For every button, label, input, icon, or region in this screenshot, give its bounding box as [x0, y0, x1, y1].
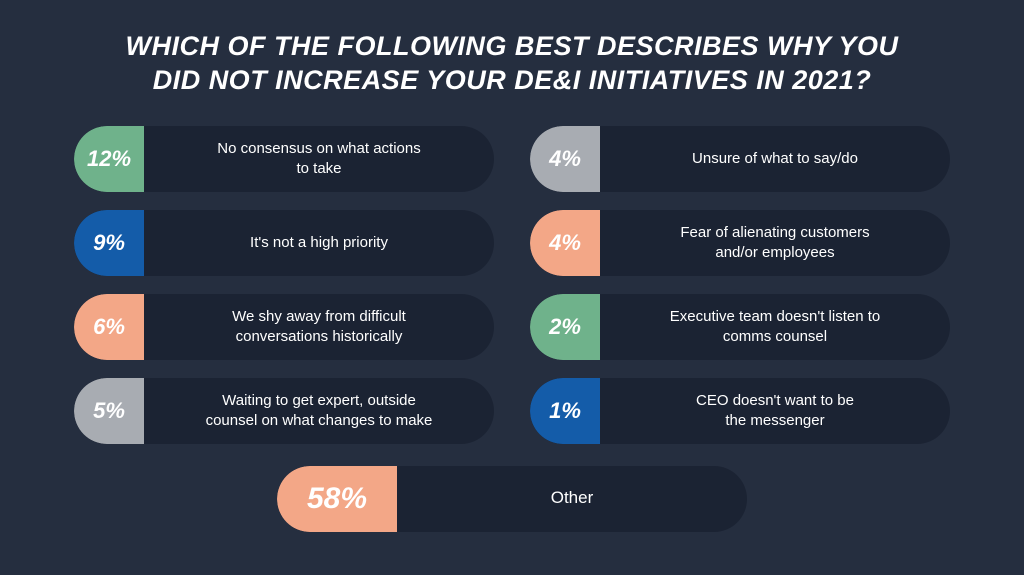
percent-badge: 6% [74, 294, 144, 360]
response-label: Unsure of what to say/do [600, 126, 950, 192]
pill-grid: 12% No consensus on what actionsto take … [60, 126, 964, 444]
response-bar: 6% We shy away from difficultconversatio… [74, 294, 494, 360]
percent-badge: 9% [74, 210, 144, 276]
response-bar: 12% No consensus on what actionsto take [74, 126, 494, 192]
response-label: Fear of alienating customersand/or emplo… [600, 210, 950, 276]
percent-badge: 58% [277, 466, 397, 532]
response-bar: 4% Unsure of what to say/do [530, 126, 950, 192]
response-label: Waiting to get expert, outsidecounsel on… [144, 378, 494, 444]
response-bar: 1% CEO doesn't want to bethe messenger [530, 378, 950, 444]
percent-badge: 1% [530, 378, 600, 444]
percent-badge: 5% [74, 378, 144, 444]
title-line-2: DID NOT INCREASE YOUR DE&I INITIATIVES I… [153, 65, 872, 95]
percent-badge: 4% [530, 210, 600, 276]
response-label: Executive team doesn't listen tocomms co… [600, 294, 950, 360]
response-bar: 4% Fear of alienating customersand/or em… [530, 210, 950, 276]
response-bar-other: 58% Other [277, 466, 747, 532]
bottom-row: 58% Other [60, 466, 964, 532]
response-bar: 9% It's not a high priority [74, 210, 494, 276]
percent-badge: 2% [530, 294, 600, 360]
response-label: No consensus on what actionsto take [144, 126, 494, 192]
response-bar: 5% Waiting to get expert, outsidecounsel… [74, 378, 494, 444]
right-column: 4% Unsure of what to say/do 4% Fear of a… [530, 126, 950, 444]
percent-badge: 12% [74, 126, 144, 192]
response-label: It's not a high priority [144, 210, 494, 276]
title-line-1: WHICH OF THE FOLLOWING BEST DESCRIBES WH… [125, 31, 898, 61]
chart-title: WHICH OF THE FOLLOWING BEST DESCRIBES WH… [60, 30, 964, 98]
response-label: Other [397, 466, 747, 532]
response-bar: 2% Executive team doesn't listen tocomms… [530, 294, 950, 360]
response-label: We shy away from difficultconversations … [144, 294, 494, 360]
left-column: 12% No consensus on what actionsto take … [74, 126, 494, 444]
percent-badge: 4% [530, 126, 600, 192]
response-label: CEO doesn't want to bethe messenger [600, 378, 950, 444]
